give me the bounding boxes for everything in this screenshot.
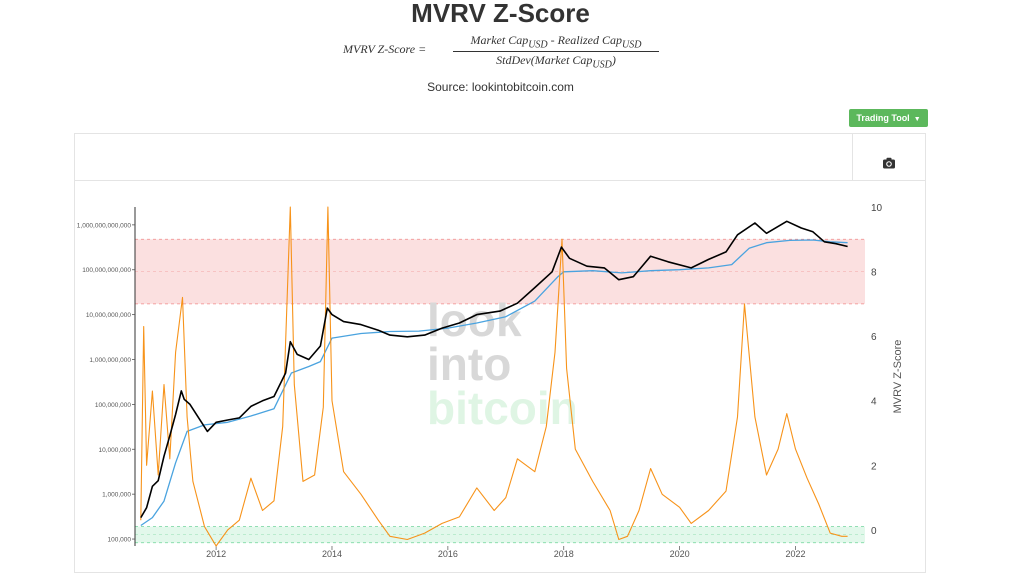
trading-tool-label: Trading Tool (856, 113, 910, 123)
formula-num-sub: USD (528, 39, 548, 51)
green-zone-band (135, 526, 865, 543)
right-axis-tick-label: 2 (871, 461, 877, 472)
x-axis-tick-label: 2012 (206, 549, 226, 559)
realized-cap-line (140, 239, 848, 527)
left-axis-tick-label: 1,000,000,000,000 (77, 222, 132, 229)
left-axis-tick-label: 1,000,000,000 (89, 357, 131, 364)
formula-lhs: MVRV Z-Score = (343, 42, 427, 56)
formula-num-text: Market Cap (470, 33, 529, 47)
left-axis-tick-label: 100,000,000,000 (82, 267, 131, 274)
x-axis-tick-label: 2022 (785, 549, 805, 559)
left-axis-tick-label: 10,000,000 (98, 447, 131, 454)
formula-den-sub: USD (592, 59, 612, 71)
page-title: MVRV Z-Score (411, 0, 590, 28)
x-axis-tick-label: 2018 (554, 549, 574, 559)
right-axis-tick-label: 4 (871, 397, 877, 408)
watermark-bitcoin: bitcoin (427, 382, 578, 434)
right-axis-title: MVRV Z-Score (892, 340, 904, 414)
z-score-line (140, 206, 848, 547)
formula-fraction: Market CapUSD - Realized CapUSD StdDev(M… (453, 33, 659, 71)
formula-numerator: Market CapUSD - Realized CapUSD (453, 33, 659, 53)
formula-den-end: ) (611, 53, 616, 68)
formula-den-text: StdDev(Market Cap (496, 53, 593, 68)
left-axis-tick-label: 100,000,000 (95, 402, 132, 409)
left-axis-tick-label: 10,000,000,000 (86, 312, 132, 319)
formula-num-mid: - Realized Cap (547, 33, 622, 47)
right-axis-tick-label: 8 (871, 268, 877, 279)
left-axis-tick-label: 1,000,000 (102, 492, 131, 499)
right-axis-tick-label: 6 (871, 332, 877, 343)
watermark-into: into (427, 338, 511, 390)
chevron-down-icon: ▼ (913, 116, 921, 123)
market-cap-line (140, 220, 848, 519)
x-axis-tick-label: 2016 (438, 549, 458, 559)
right-axis-tick-label: 0 (871, 526, 877, 537)
x-axis-tick-label: 2014 (322, 549, 342, 559)
camera-icon[interactable] (882, 156, 896, 170)
source-text: Source: lookintobitcoin.com (427, 80, 574, 94)
formula-num-sub2: USD (621, 39, 642, 51)
left-axis-tick-label: 100,000 (108, 537, 132, 544)
trading-tool-button[interactable]: Trading Tool ▼ (849, 109, 928, 127)
camera-cell (852, 133, 926, 180)
formula-denominator: StdDev(Market CapUSD) (453, 52, 659, 70)
toolbar-divider (74, 180, 926, 181)
watermark-look: look (427, 294, 522, 346)
x-axis-tick-label: 2020 (670, 549, 690, 559)
right-axis-tick-label: 10 (871, 203, 883, 214)
